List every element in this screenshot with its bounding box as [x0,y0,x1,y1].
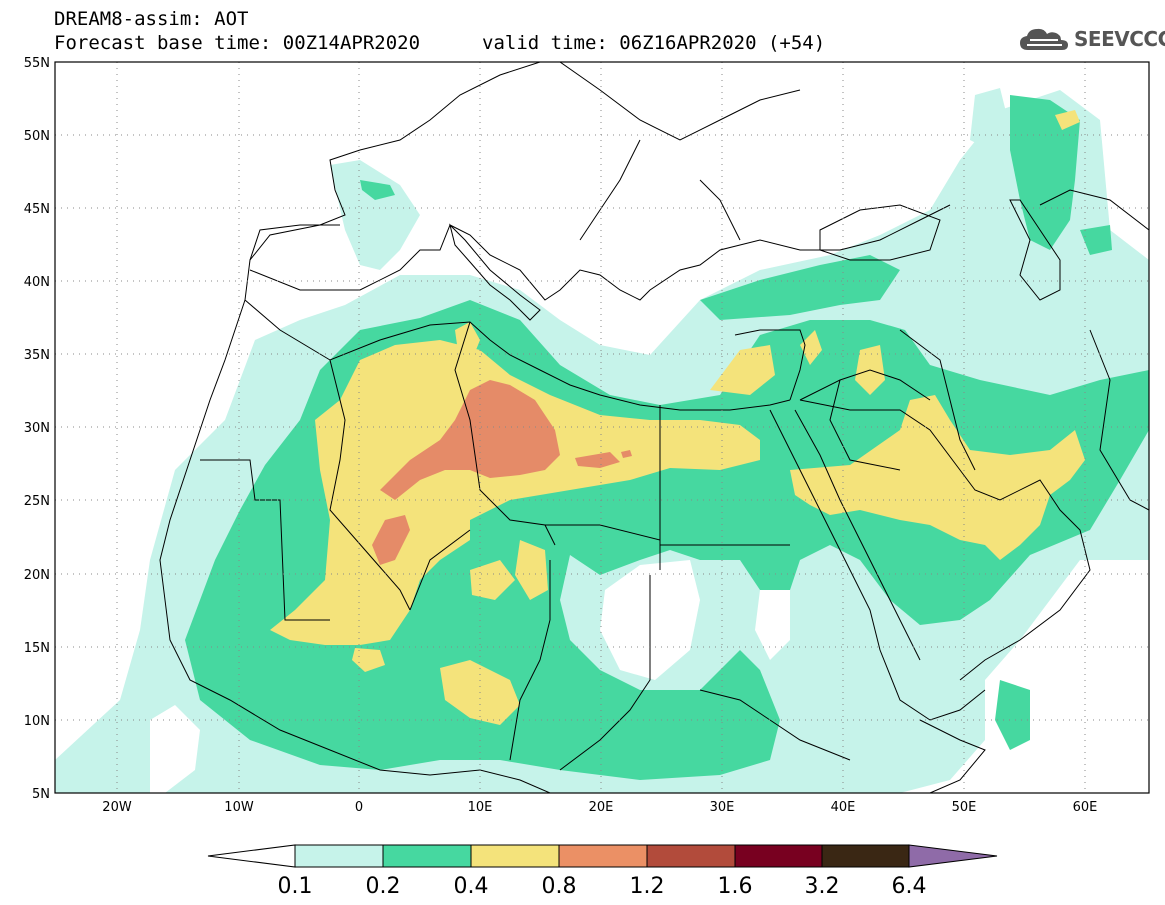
lon-label: 20E [589,800,614,815]
lat-label: 40N [24,275,50,290]
colorbar-low-arrow [207,844,296,868]
lon-label: 40E [831,800,856,815]
colorbar-label: 1.6 [718,874,753,899]
coastlines [159,62,1149,793]
colorbar-swatch [646,844,736,868]
lon-label: 30E [710,800,735,815]
latitude-labels: 55N 50N 45N 40N 35N 30N 25N 20N 15N 10N … [24,56,50,802]
colorbar-label: 0.2 [366,874,401,899]
lat-label: 35N [24,348,50,363]
lat-label: 10N [24,714,50,729]
colorbar-label: 3.2 [805,874,840,899]
lon-label: 20W [102,800,132,815]
lon-label: 0 [355,800,363,815]
longitude-labels: 20W 10W 0 10E 20E 30E 40E 50E 60E [102,800,1097,815]
map-title: DREAM8-assim: AOT [54,8,249,30]
lat-label: 55N [24,56,50,71]
lon-label: 60E [1073,800,1098,815]
colorbar [207,844,998,868]
colorbar-label: 6.4 [892,874,927,899]
forecast-base-time: Forecast base time: 00Z14APR2020 [54,32,421,54]
colorbar-swatch [470,844,560,868]
colorbar-swatch [558,844,648,868]
colorbar-swatch [382,844,472,868]
lat-label: 50N [24,129,50,144]
lat-label: 5N [32,787,50,802]
lon-label: 50E [952,800,977,815]
lon-label: 10E [468,800,493,815]
lat-label: 20N [24,568,50,583]
colorbar-swatch [821,844,910,868]
lat-label: 30N [24,421,50,436]
graticule [55,62,1149,793]
colorbar-label: 0.4 [454,874,489,899]
colorbar-labels: 0.1 0.2 0.4 0.8 1.2 1.6 3.2 6.4 [278,874,927,899]
colorbar-swatch [294,844,384,868]
aot-level-0.8 [372,380,632,565]
lat-label: 15N [24,641,50,656]
seevccc-logo: SEEVCCC [1018,24,1165,54]
lon-label: 10W [224,800,254,815]
colorbar-label: 0.8 [542,874,577,899]
map-frame [54,61,1150,794]
colorbar-label: 1.2 [630,874,665,899]
colorbar-high-arrow [908,844,998,868]
lat-label: 45N [24,202,50,217]
logo-text: SEEVCCC [1074,27,1165,51]
lat-label: 25N [24,494,50,509]
valid-time: valid time: 06Z16APR2020 (+54) [482,32,826,54]
colorbar-swatch [734,844,823,868]
cloud-icon [1020,28,1068,50]
colorbar-label: 0.1 [278,874,313,899]
